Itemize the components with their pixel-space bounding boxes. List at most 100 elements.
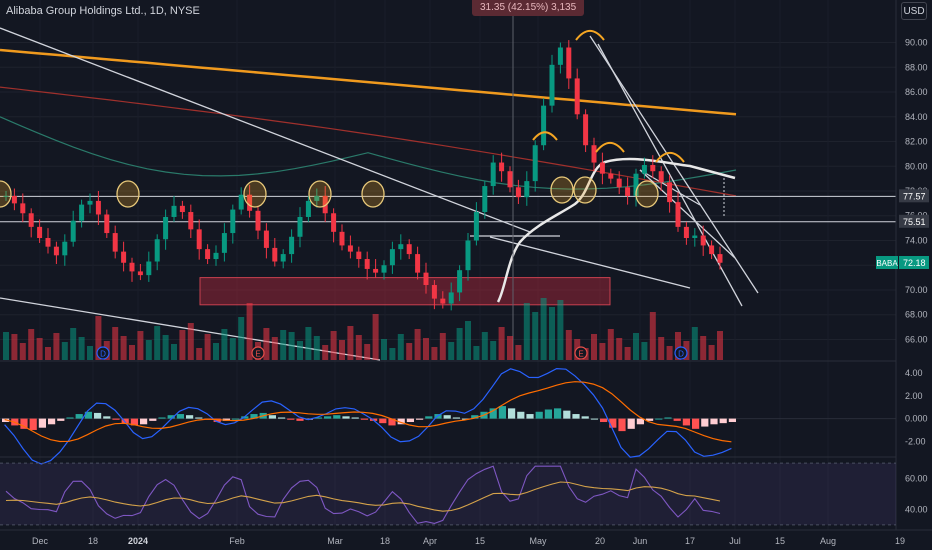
- candle-body: [356, 251, 362, 260]
- macd-histogram-bar: [250, 414, 258, 419]
- macd-histogram-bar: [29, 418, 37, 430]
- highlight-circle: [308, 180, 332, 208]
- candle-body: [389, 249, 395, 266]
- macd-histogram-bar: [360, 418, 368, 420]
- candle-body: [322, 195, 328, 214]
- candle-body: [448, 292, 454, 304]
- time-tick-label: 15: [475, 536, 485, 546]
- volume-bar: [465, 321, 471, 360]
- candle-body: [566, 47, 572, 79]
- candle-body: [700, 235, 706, 246]
- volume-bar: [532, 312, 539, 360]
- volume-bar: [633, 333, 639, 360]
- candle-body: [37, 226, 43, 239]
- volume-bar: [19, 343, 26, 360]
- time-tick-label: Apr: [423, 536, 437, 546]
- volume-bar: [213, 343, 219, 360]
- volume-bar: [389, 348, 396, 360]
- macd-histogram-bar: [664, 417, 672, 419]
- candle-body: [457, 270, 463, 293]
- volume-bar: [288, 332, 295, 360]
- volume-bar: [490, 341, 497, 360]
- event-marker-label: D: [678, 350, 684, 359]
- volume-bar: [137, 331, 144, 360]
- candle-body: [591, 145, 597, 163]
- macd-histogram-bar: [581, 416, 589, 419]
- macd-histogram-bar: [241, 416, 249, 419]
- price-label-box: [899, 214, 929, 228]
- volume-bar: [523, 303, 530, 360]
- volume-bar: [53, 333, 60, 360]
- volume-bar: [700, 336, 707, 360]
- volume-bar: [61, 342, 68, 360]
- candle-body: [658, 171, 664, 183]
- volume-bar: [691, 327, 698, 360]
- candle-body: [574, 78, 580, 115]
- smoothed-line: [496, 157, 736, 303]
- macd-histogram-bar: [48, 418, 56, 425]
- macd-tick-label: 4.00: [905, 368, 923, 378]
- candle-body: [263, 230, 269, 248]
- candle-body: [146, 261, 152, 276]
- volume-bar: [154, 326, 161, 360]
- macd-histogram-bar: [443, 415, 451, 419]
- volume-bar: [3, 332, 9, 360]
- volume-bar: [624, 347, 631, 360]
- trend-line: [639, 169, 736, 259]
- candle-body: [507, 171, 513, 188]
- macd-histogram-bar: [20, 418, 28, 429]
- macd-histogram-bar: [351, 417, 359, 419]
- volume-bar: [36, 338, 43, 360]
- macd-histogram-bar: [462, 418, 470, 420]
- time-tick-label: Jun: [633, 536, 648, 546]
- macd-histogram-bar: [213, 418, 221, 423]
- macd-histogram-bar: [140, 418, 148, 425]
- volume-bar: [473, 346, 480, 360]
- macd-histogram-bar: [572, 414, 580, 419]
- currency-button[interactable]: USD: [901, 2, 927, 20]
- symbol-title: Alibaba Group Holdings Ltd., 1D, NYSE: [6, 5, 200, 17]
- macd-histogram-bar: [314, 417, 322, 419]
- macd-histogram-bar: [324, 416, 332, 419]
- volume-bar: [649, 312, 656, 360]
- candle-body: [129, 262, 135, 272]
- rsi-tick-label: 40.00: [905, 504, 928, 514]
- time-axis-background: [0, 530, 932, 550]
- volume-bar: [95, 316, 102, 360]
- volume-bar: [641, 342, 648, 360]
- volume-bar: [271, 337, 278, 360]
- candle-body: [641, 165, 647, 174]
- volume-bar: [238, 317, 245, 360]
- candle-body: [289, 236, 295, 255]
- candle-body: [70, 220, 76, 242]
- volume-bar: [347, 326, 354, 360]
- volume-bar: [717, 331, 723, 360]
- volume-bar: [481, 332, 488, 360]
- price-tick-label: 66.00: [905, 334, 928, 344]
- volume-bar: [339, 340, 345, 360]
- volume-bar: [112, 327, 119, 360]
- volume-bar: [179, 330, 186, 360]
- macd-histogram-bar: [130, 418, 138, 426]
- candle-body: [3, 195, 9, 197]
- price-label: 72.18: [903, 258, 926, 268]
- candle-body: [473, 212, 479, 241]
- highlight-circle: [0, 180, 12, 208]
- volume-bar: [406, 343, 413, 360]
- volume-bar: [423, 338, 429, 360]
- volume-bar: [330, 331, 337, 360]
- candle-body: [331, 213, 337, 232]
- highlight-circle: [243, 180, 267, 208]
- time-tick-label: 19: [895, 536, 905, 546]
- price-tick-label: 74.00: [905, 235, 928, 245]
- volume-bar: [372, 314, 379, 360]
- price-label: 77.57: [903, 191, 926, 201]
- event-marker-dividend: D: [96, 346, 110, 360]
- macd-histogram-bar: [94, 412, 102, 419]
- volume-bar: [162, 335, 169, 360]
- macd-histogram-bar: [112, 418, 120, 420]
- macd-histogram-bar: [406, 418, 414, 423]
- macd-histogram-bar: [186, 415, 194, 419]
- macd-histogram-bar: [38, 418, 46, 428]
